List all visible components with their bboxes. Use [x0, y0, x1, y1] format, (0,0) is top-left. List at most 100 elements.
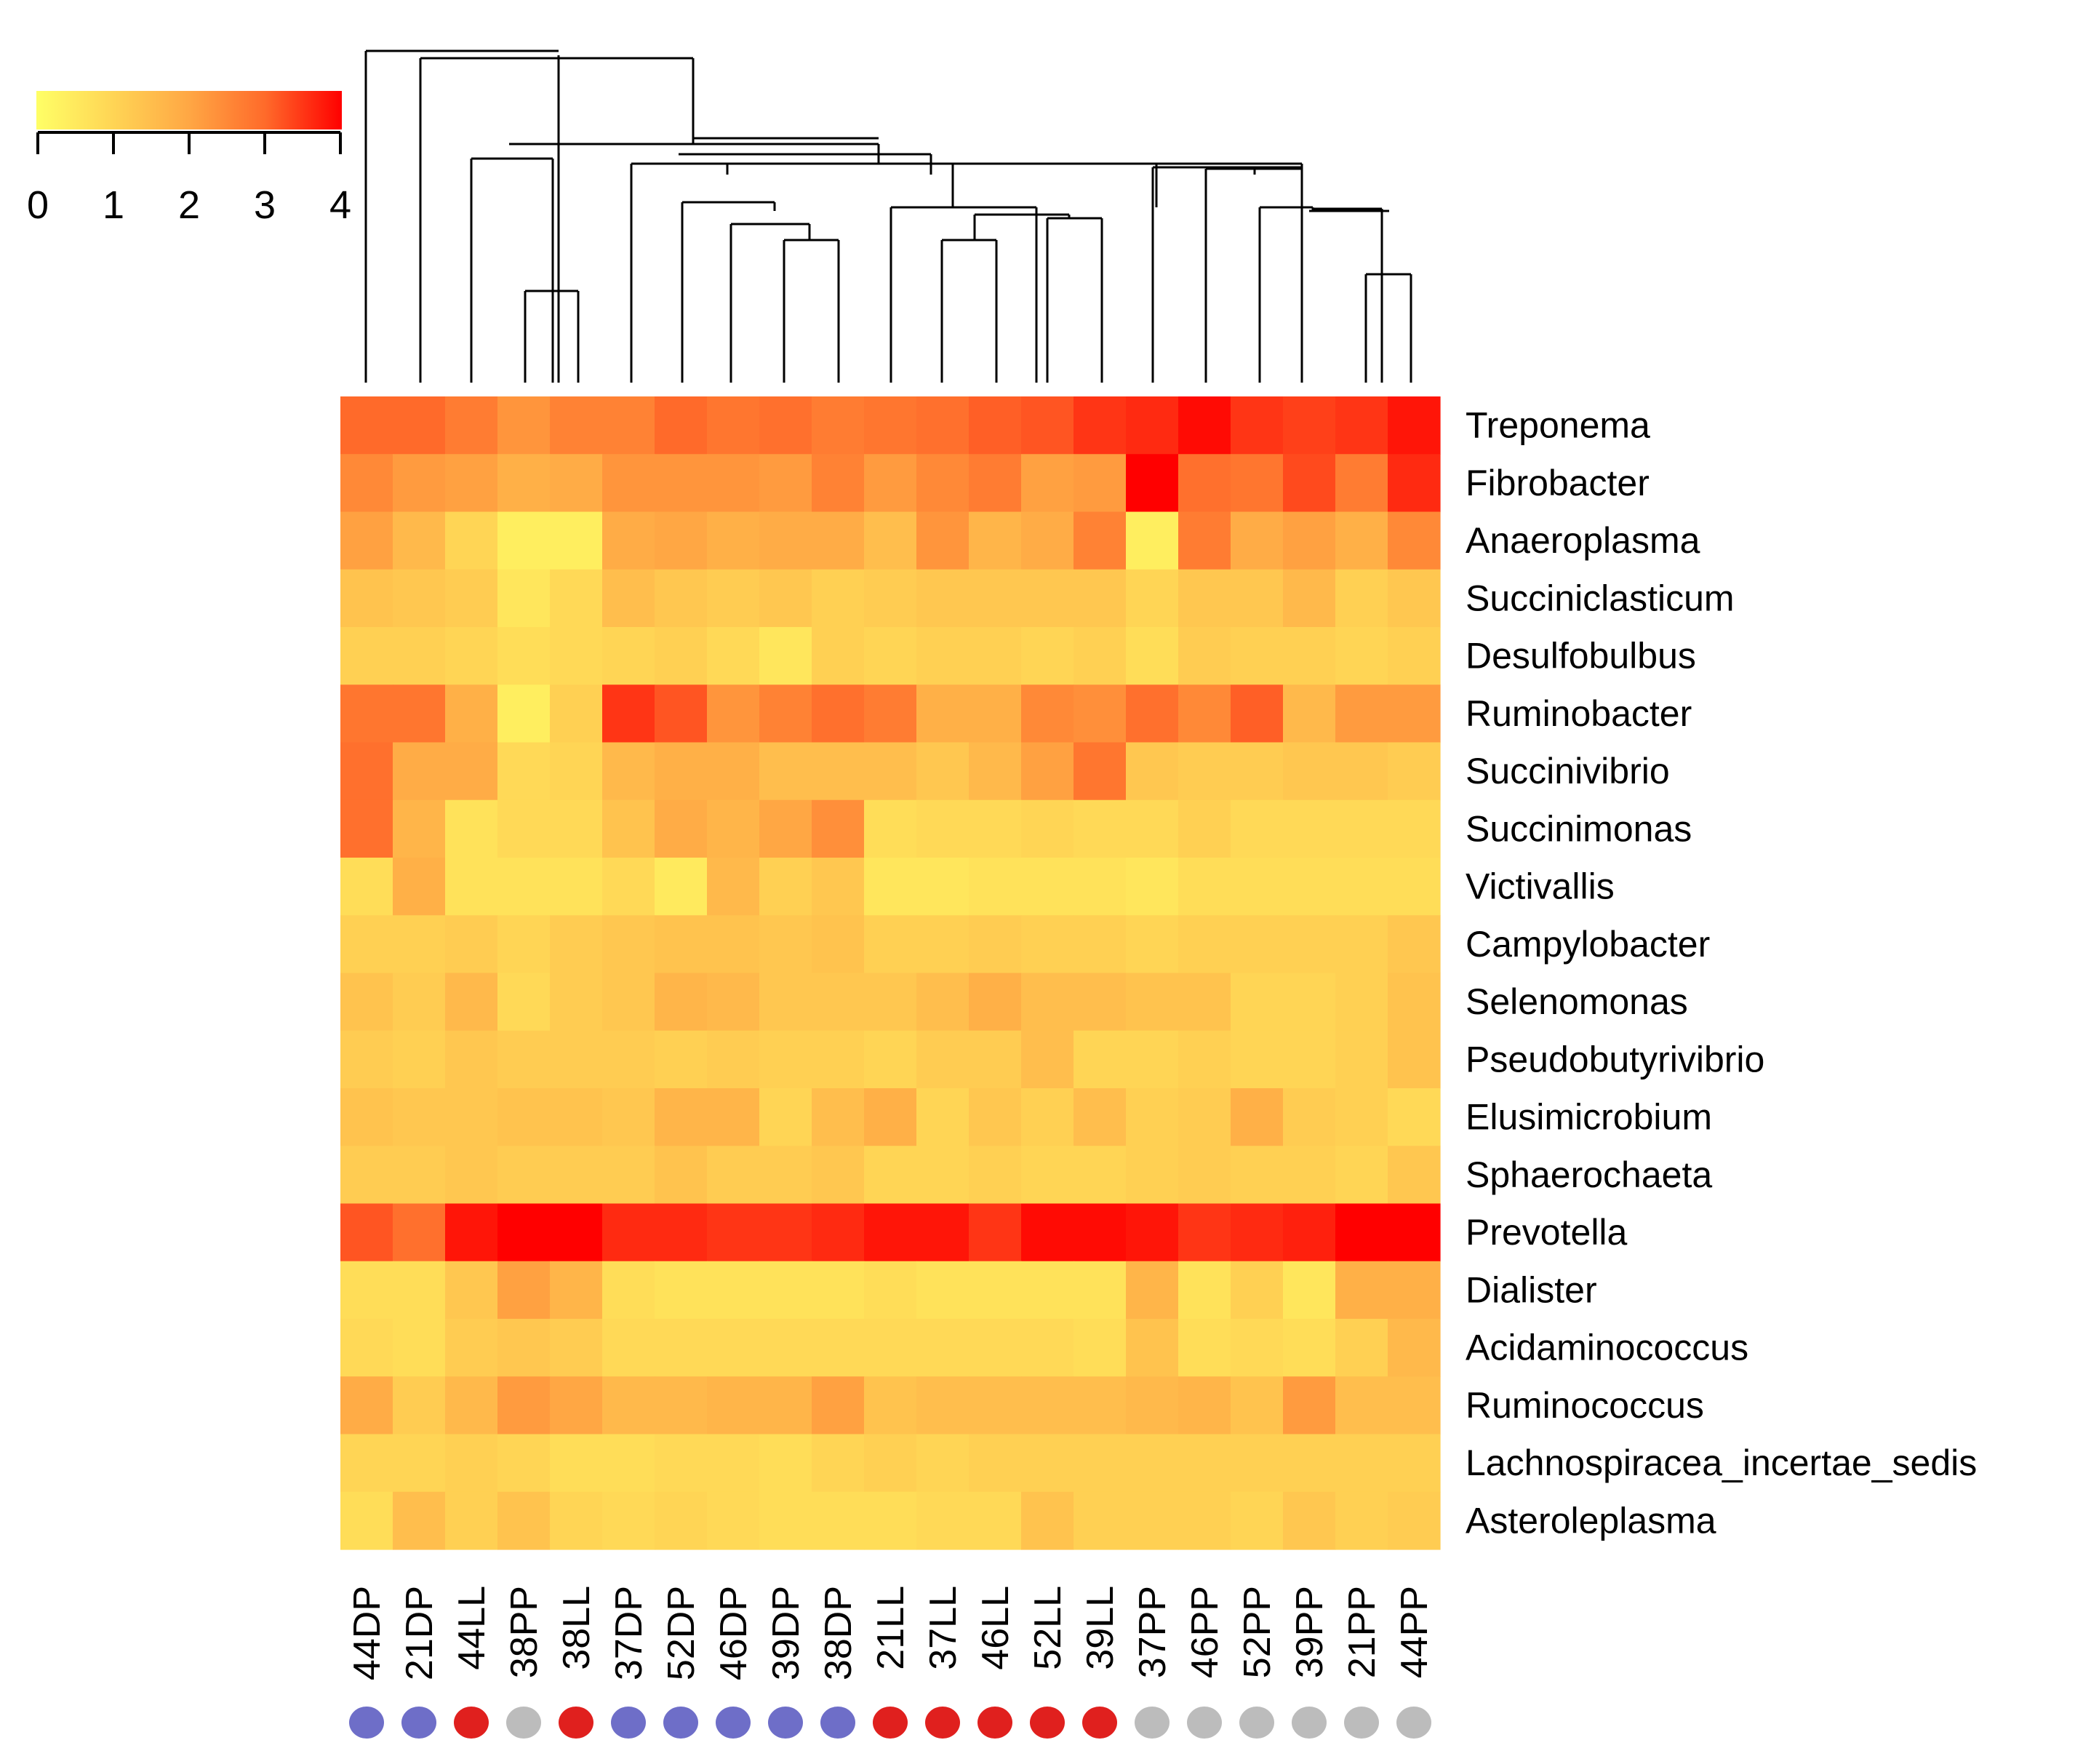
heatmap-cell — [393, 1030, 446, 1089]
heatmap-cell — [1335, 1434, 1388, 1493]
heatmap-cell — [1074, 396, 1127, 455]
heatmap-cell — [707, 1434, 760, 1493]
heatmap-cell — [812, 454, 865, 513]
heatmap-cell — [1126, 1491, 1179, 1550]
heatmap-cell — [1178, 1203, 1231, 1262]
heatmap-cell — [602, 973, 655, 1031]
column-label: 52LL — [1027, 1586, 1069, 1670]
heatmap-cell — [340, 1030, 393, 1089]
color-key-gradient — [36, 91, 342, 129]
heatmap-cell — [1283, 454, 1336, 513]
heatmap-cell — [1388, 1088, 1441, 1146]
heatmap-cell — [497, 1434, 551, 1493]
heatmap-cell — [1335, 1319, 1388, 1377]
heatmap-cell — [1283, 1261, 1336, 1320]
heatmap-cell — [916, 1261, 969, 1320]
heatmap-cell — [969, 1030, 1022, 1089]
heatmap-cell — [1074, 858, 1127, 916]
heatmap-cell — [969, 454, 1022, 513]
heatmap-cell — [602, 1434, 655, 1493]
heatmap-cell — [1021, 454, 1074, 513]
heatmap-cell — [1335, 1146, 1388, 1205]
heatmap-cell — [1231, 1146, 1284, 1205]
heatmap-cell — [445, 1030, 498, 1089]
heatmap-cell — [1074, 685, 1127, 743]
heatmap-cell — [759, 685, 812, 743]
heatmap-cell — [602, 858, 655, 916]
heatmap-cell — [340, 1319, 393, 1377]
group-dot — [873, 1707, 908, 1739]
heatmap-cell — [393, 1146, 446, 1205]
heatmap-cell — [1021, 915, 1074, 974]
heatmap-cell — [759, 1203, 812, 1262]
heatmap-cell — [1021, 1030, 1074, 1089]
heatmap-cell — [812, 1376, 865, 1435]
heatmap-cell — [550, 858, 603, 916]
heatmap-cell — [497, 1146, 551, 1205]
heatmap-cell — [1335, 1261, 1388, 1320]
heatmap-cell — [864, 742, 917, 801]
row-label: Lachnospiracea_incertae_sedis — [1466, 1442, 1977, 1483]
heatmap-cell — [550, 915, 603, 974]
heatmap-cell — [1021, 1491, 1074, 1550]
heatmap-cell — [1335, 973, 1388, 1031]
row-label: Selenomonas — [1466, 981, 1688, 1022]
heatmap-cell — [969, 1319, 1022, 1377]
heatmap-cell — [812, 396, 865, 455]
heatmap-cell — [1178, 1376, 1231, 1435]
heatmap-cell — [393, 685, 446, 743]
heatmap-cell — [1178, 1030, 1231, 1089]
heatmap-cell — [655, 396, 708, 455]
row-label: Asteroleplasma — [1466, 1500, 1716, 1541]
heatmap-cell — [759, 973, 812, 1031]
heatmap-cell — [1126, 915, 1179, 974]
heatmap-cell — [864, 1319, 917, 1377]
heatmap-cell — [497, 742, 551, 801]
heatmap-cell — [707, 1088, 760, 1146]
group-dot — [820, 1707, 855, 1739]
heatmap-cell — [340, 627, 393, 685]
row-label: Desulfobulbus — [1466, 636, 1696, 677]
heatmap-cell — [812, 858, 865, 916]
heatmap-cell — [602, 1261, 655, 1320]
column-label: 39PP — [1289, 1586, 1331, 1678]
heatmap-cell — [1231, 858, 1284, 916]
group-dot — [559, 1707, 593, 1739]
heatmap-cell — [1074, 742, 1127, 801]
heatmap-cell — [445, 1088, 498, 1146]
row-labels: Treponema Fibrobacter Anaeroplasma Succinic… — [1466, 405, 1977, 1541]
group-dots — [349, 1707, 1431, 1739]
heatmap-cell — [759, 569, 812, 628]
heatmap-cell — [655, 1434, 708, 1493]
heatmap-cell — [707, 1319, 760, 1377]
heatmap-cell — [1335, 858, 1388, 916]
heatmap-cell — [707, 627, 760, 685]
heatmap-cell — [1388, 685, 1441, 743]
heatmap-cell — [1021, 1261, 1074, 1320]
heatmap-cell — [1021, 569, 1074, 628]
heatmap-cell — [445, 858, 498, 916]
group-dot — [1344, 1707, 1379, 1739]
heatmap-cell — [1283, 569, 1336, 628]
heatmap-cell — [1074, 1434, 1127, 1493]
heatmap-cell — [1335, 915, 1388, 974]
heatmap-cell — [497, 1030, 551, 1089]
group-dot — [1135, 1707, 1170, 1739]
heatmap-cell — [916, 858, 969, 916]
heatmap-cell — [445, 742, 498, 801]
heatmap-cell — [1283, 915, 1336, 974]
heatmap-cell — [550, 1030, 603, 1089]
heatmap-cell — [655, 1376, 708, 1435]
heatmap-cell — [445, 1146, 498, 1205]
heatmap-cell — [340, 915, 393, 974]
heatmap-cell — [969, 685, 1022, 743]
heatmap-cell — [1335, 1030, 1388, 1089]
heatmap-cell — [602, 1319, 655, 1377]
heatmap-cell — [655, 511, 708, 570]
heatmap-cell — [1388, 973, 1441, 1031]
heatmap-cell — [1126, 569, 1179, 628]
heatmap-cell — [916, 627, 969, 685]
group-dot — [716, 1707, 751, 1739]
heatmap-cell — [1021, 511, 1074, 570]
heatmap-cell — [550, 1203, 603, 1262]
